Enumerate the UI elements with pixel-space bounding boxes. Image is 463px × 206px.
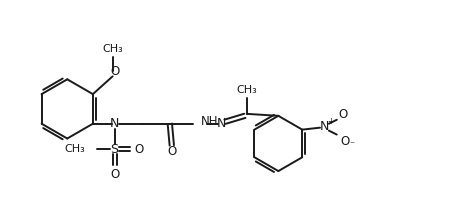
Text: O: O <box>110 65 119 78</box>
Text: ⁻: ⁻ <box>349 140 354 150</box>
Text: N: N <box>319 120 329 133</box>
Text: +: + <box>327 117 334 126</box>
Text: NH: NH <box>200 115 218 128</box>
Text: O: O <box>167 145 176 158</box>
Text: CH₃: CH₃ <box>102 44 123 54</box>
Text: O: O <box>340 135 349 148</box>
Text: CH₃: CH₃ <box>64 144 85 154</box>
Text: O: O <box>110 167 119 180</box>
Text: N: N <box>216 117 226 130</box>
Text: O: O <box>135 143 144 156</box>
Text: S: S <box>111 143 119 156</box>
Text: O: O <box>338 108 347 121</box>
Text: CH₃: CH₃ <box>237 85 257 95</box>
Text: N: N <box>110 117 119 130</box>
